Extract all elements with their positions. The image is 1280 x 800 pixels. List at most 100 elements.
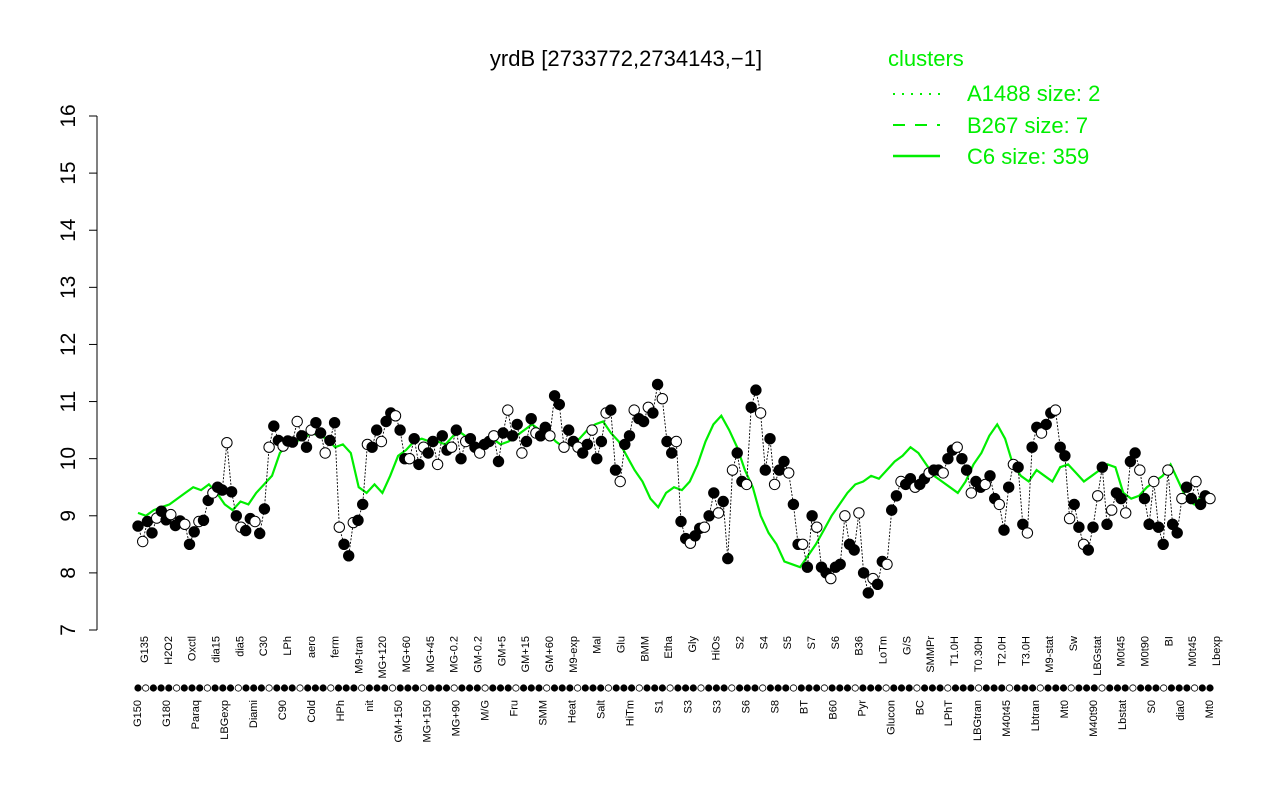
- x-tick-label: C90: [277, 700, 289, 720]
- x-tick-label: GM-0.2: [473, 636, 485, 673]
- rug-mark: [450, 684, 458, 692]
- data-point: [319, 447, 331, 459]
- rug-mark: [1160, 684, 1168, 692]
- rug-mark: [743, 684, 751, 692]
- data-point: [1021, 527, 1034, 539]
- x-tick-label: Diami: [248, 700, 260, 728]
- x-tick-label: S6: [740, 700, 752, 713]
- x-tick-label: S8: [769, 700, 781, 713]
- data-point: [380, 415, 392, 428]
- rug-mark: [805, 684, 813, 692]
- rug-mark: [1206, 684, 1214, 692]
- rug-mark: [828, 684, 836, 692]
- rug-mark: [651, 684, 659, 692]
- rug-mark: [1067, 684, 1075, 692]
- rug-mark: [1083, 684, 1091, 692]
- rug-mark: [589, 684, 597, 692]
- data-point: [806, 510, 818, 522]
- data-point: [857, 567, 870, 579]
- data-point: [544, 430, 556, 442]
- rug-mark: [1152, 684, 1160, 692]
- data-point: [1180, 481, 1193, 493]
- rug-mark: [558, 684, 566, 692]
- rug-mark: [311, 684, 319, 692]
- rug-mark: [496, 684, 505, 692]
- data-point: [366, 441, 378, 453]
- rug-mark: [419, 684, 427, 692]
- x-tick-label: S6: [830, 636, 842, 649]
- y-tick-label: 13: [57, 276, 80, 299]
- data-point: [389, 410, 402, 422]
- rug-mark: [1198, 684, 1206, 692]
- x-tick-label: M9-stat: [1044, 636, 1056, 673]
- data-point: [525, 413, 537, 425]
- data-point: [1068, 498, 1080, 511]
- chart-title: yrdB [2733772,2734143,−1]: [490, 46, 762, 71]
- x-tick-label: B60: [827, 700, 839, 720]
- data-point: [993, 498, 1005, 511]
- data-point: [1106, 504, 1118, 516]
- data-point: [314, 427, 327, 439]
- data-point: [656, 393, 668, 405]
- x-tick-label: dia0: [1175, 700, 1187, 721]
- x-tick-label: Lbexp: [1211, 636, 1223, 666]
- data-point: [1101, 518, 1113, 530]
- data-point: [717, 495, 729, 508]
- axes: 7 8 9 10 11 12 13 14 15 16: [57, 104, 98, 636]
- data-point: [881, 558, 893, 570]
- data-point: [951, 441, 963, 453]
- x-tick-label: LPh: [282, 636, 294, 656]
- x-tick-label: Oxctl: [187, 636, 199, 661]
- data-point: [754, 407, 767, 419]
- data-point: [1063, 512, 1076, 525]
- data-point: [296, 430, 308, 442]
- data-point: [445, 441, 458, 453]
- rug-mark: [1137, 684, 1145, 692]
- x-tick-label: M/G: [480, 700, 492, 721]
- x-tick-label: MG+150: [422, 700, 434, 743]
- y-tick-label: 14: [57, 218, 80, 242]
- data-point: [300, 441, 313, 453]
- x-tick-label: HiOs: [711, 636, 723, 661]
- data-point: [787, 498, 800, 511]
- rug-mark: [142, 684, 150, 692]
- data-point: [343, 550, 355, 562]
- rug-mark: [813, 684, 821, 692]
- rug-mark: [373, 684, 381, 692]
- rug-mark: [149, 684, 157, 692]
- data-point: [474, 447, 486, 459]
- rug-mark: [620, 684, 628, 692]
- data-point: [839, 510, 851, 522]
- rug-mark: [173, 684, 181, 692]
- x-tick-label: MG+120: [377, 636, 389, 679]
- rug-mark: [1075, 684, 1083, 692]
- rug-mark: [358, 684, 366, 692]
- data-point: [1124, 455, 1137, 468]
- rug-mark: [411, 684, 420, 692]
- x-tick-labels: G135 H2O2 Oxctl dia15 dia5 C30 LPh aero ferm M9-t…: [132, 635, 1223, 742]
- x-tick-label: S3: [712, 700, 724, 713]
- data-point: [268, 420, 280, 432]
- rug-mark: [789, 684, 798, 692]
- rug-mark: [1029, 684, 1037, 692]
- data-point: [352, 514, 364, 526]
- data-point: [637, 415, 650, 428]
- data-point: [408, 433, 420, 445]
- rug-mark: [635, 684, 643, 692]
- data-point: [750, 384, 762, 396]
- data-point: [249, 515, 261, 528]
- x-tick-label: Fru: [509, 700, 521, 717]
- data-point: [516, 447, 528, 459]
- data-point: [1157, 538, 1169, 550]
- data-point: [712, 507, 725, 519]
- rug-mark: [196, 684, 204, 692]
- x-tick-label: T2.0H: [997, 636, 1009, 666]
- rug-mark: [982, 684, 990, 692]
- x-tick-label: Mt0: [1204, 700, 1216, 718]
- data-point: [904, 473, 917, 485]
- data-point: [862, 587, 874, 599]
- x-tick-label: G135: [139, 636, 151, 663]
- legend-title: clusters: [888, 46, 964, 71]
- rug-mark: [1191, 684, 1199, 692]
- rug-mark: [890, 684, 898, 692]
